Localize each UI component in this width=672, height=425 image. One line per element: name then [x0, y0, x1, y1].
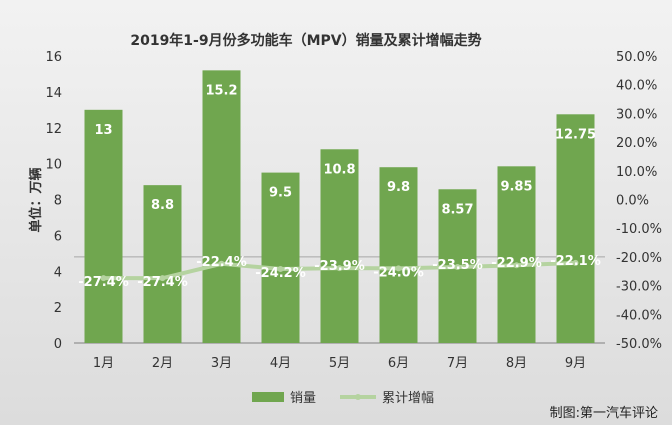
- line-data-label: -27.4%: [137, 275, 188, 290]
- x-tick-label: 6月: [388, 356, 409, 371]
- bar: [202, 70, 241, 343]
- bar: [84, 109, 123, 343]
- left-tick-label: 0: [54, 337, 62, 352]
- left-tick-label: 12: [45, 122, 62, 137]
- bar: [320, 149, 359, 343]
- right-tick-label: -20.0%: [616, 251, 662, 266]
- line-data-label: -22.9%: [491, 256, 542, 271]
- x-tick-label: 8月: [506, 356, 527, 371]
- legend-bar-swatch: [252, 392, 284, 402]
- bar: [379, 167, 418, 343]
- line-data-label: -24.0%: [373, 265, 424, 280]
- x-tick-label: 9月: [565, 356, 586, 371]
- x-tick-label: 1月: [93, 356, 114, 371]
- line-data-label: -22.1%: [550, 254, 601, 269]
- line-data-label: -23.5%: [432, 258, 483, 273]
- bar-data-label: 9.8: [387, 180, 410, 195]
- left-tick-label: 4: [54, 265, 62, 280]
- right-tick-label: 10.0%: [616, 165, 657, 180]
- bar: [261, 172, 300, 343]
- line-point: [572, 259, 579, 266]
- bar-data-label: 8.57: [441, 202, 473, 217]
- y-axis-label: 单位：万辆: [28, 167, 44, 232]
- bar-data-label: 12.75: [555, 127, 596, 142]
- bar: [143, 185, 182, 343]
- bar: [497, 166, 536, 343]
- line-point: [100, 275, 107, 282]
- left-tick-label: 8: [54, 194, 62, 209]
- bar-data-label: 9.5: [269, 186, 292, 201]
- left-tick-label: 14: [45, 86, 62, 101]
- bar-data-label: 8.8: [151, 198, 174, 213]
- bar-data-label: 9.85: [500, 179, 532, 194]
- x-tick-label: 3月: [211, 356, 232, 371]
- left-tick-label: 16: [45, 50, 62, 65]
- right-tick-label: -10.0%: [616, 222, 662, 237]
- line-point: [277, 265, 284, 272]
- bar: [556, 114, 595, 343]
- line-point: [218, 260, 225, 267]
- x-tick-label: 5月: [329, 356, 350, 371]
- line-data-label: -27.4%: [78, 275, 129, 290]
- left-tick-label: 6: [54, 229, 62, 244]
- line-data-label: -22.4%: [196, 255, 247, 270]
- legend-label-growth: 累计增幅: [382, 391, 434, 406]
- bar-data-label: 13: [94, 123, 112, 138]
- right-tick-label: -50.0%: [616, 337, 662, 352]
- right-tick-label: -30.0%: [616, 280, 662, 295]
- bar-data-label: 15.2: [205, 83, 237, 98]
- right-tick-label: 0.0%: [616, 194, 649, 209]
- line-data-label: -23.9%: [314, 259, 365, 274]
- footer-credit: 制图:第一汽车评论: [549, 406, 658, 421]
- line-point: [159, 275, 166, 282]
- legend-line-marker: [355, 394, 361, 400]
- legend-label-sales: 销量: [290, 391, 316, 406]
- right-tick-label: 20.0%: [616, 136, 657, 151]
- left-tick-label: 2: [54, 301, 62, 316]
- line-data-label: -24.2%: [255, 266, 306, 281]
- x-tick-label: 4月: [270, 356, 291, 371]
- chart-title: 2019年1-9月份多功能车（MPV）销量及累计增幅走势: [130, 32, 481, 49]
- right-tick-label: 40.0%: [616, 79, 657, 94]
- x-tick-label: 7月: [447, 356, 468, 371]
- right-tick-label: 50.0%: [616, 50, 657, 65]
- right-tick-label: -40.0%: [616, 308, 662, 323]
- line-point: [454, 263, 461, 270]
- x-tick-label: 2月: [152, 356, 173, 371]
- bar-data-label: 10.8: [323, 162, 355, 177]
- line-point: [395, 265, 402, 272]
- right-tick-label: 30.0%: [616, 107, 657, 122]
- left-tick-label: 10: [45, 158, 62, 173]
- line-point: [513, 262, 520, 269]
- line-point: [336, 265, 343, 272]
